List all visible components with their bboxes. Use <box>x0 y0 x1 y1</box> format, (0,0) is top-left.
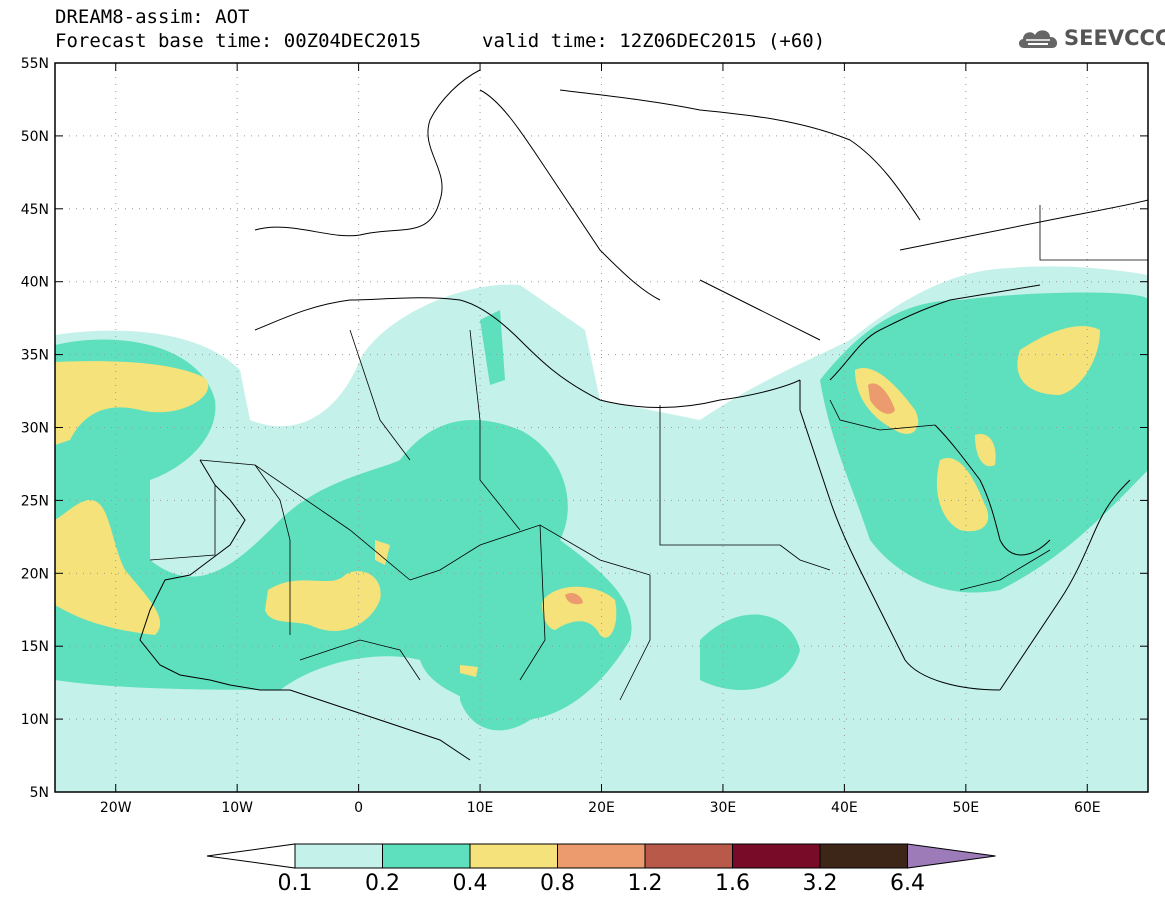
lat-tick-label: 55N <box>21 56 49 72</box>
lat-tick-label: 35N <box>21 348 49 364</box>
valid-time: valid time: 12Z06DEC2015 (+60) <box>482 30 826 52</box>
forecast-base-time: Forecast base time: 00Z04DEC2015 <box>55 30 422 52</box>
lon-tick-label: 0 <box>354 800 363 816</box>
colorbar-over-triangle <box>907 843 996 869</box>
logo-text: SEEVCCC <box>1064 26 1165 50</box>
lon-tick-label: 60E <box>1074 800 1101 816</box>
colorbar-box <box>294 843 383 869</box>
latitude-axis: 55N 50N 45N 40N 35N 30N 25N 20N 15N 10N 5N <box>21 56 1148 801</box>
lon-tick-label: 20W <box>100 800 132 816</box>
colorbar-box <box>469 843 558 869</box>
colorbar: 0.1 0.2 0.4 0.8 1.2 1.6 3.2 6.4 <box>206 843 996 896</box>
colorbar-label: 0.1 <box>278 871 313 896</box>
lat-tick-label: 45N <box>21 202 49 218</box>
lat-tick-label: 15N <box>21 639 49 655</box>
country-borders <box>149 205 1148 701</box>
colorbar-label: 3.2 <box>803 871 838 896</box>
colorbar-under-triangle <box>206 843 296 869</box>
colorbar-label: 1.2 <box>628 871 663 896</box>
lat-tick-label: 5N <box>30 785 49 801</box>
lat-tick-label: 10N <box>21 712 49 728</box>
lon-tick-label: 50E <box>952 800 979 816</box>
seevccc-logo: SEEVCCC <box>1016 22 1165 56</box>
lon-tick-label: 30E <box>710 800 737 816</box>
cloud-icon <box>1018 30 1058 48</box>
map-title: DREAM8-assim: AOT <box>55 6 250 28</box>
colorbar-box <box>557 843 646 869</box>
lon-tick-label: 10E <box>467 800 494 816</box>
longitude-axis: 20W 10W 0 10E 20E 30E 40E 50E 60E <box>100 63 1101 816</box>
colorbar-box <box>644 843 733 869</box>
colorbar-label: 6.4 <box>890 871 925 896</box>
colorbar-box <box>819 843 908 869</box>
colorbar-box <box>732 843 821 869</box>
colorbar-label: 0.2 <box>365 871 400 896</box>
colorbar-label: 0.4 <box>453 871 488 896</box>
lat-tick-label: 25N <box>21 493 49 509</box>
lat-tick-label: 40N <box>21 275 49 291</box>
colorbar-label: 1.6 <box>715 871 750 896</box>
coastlines <box>139 69 1148 761</box>
lat-tick-label: 50N <box>21 129 49 145</box>
lon-tick-label: 20E <box>588 800 615 816</box>
aot-contour-0.8 <box>565 383 895 605</box>
lon-tick-label: 10W <box>221 800 253 816</box>
lat-tick-label: 30N <box>21 421 49 437</box>
colorbar-box <box>382 843 471 869</box>
aot-field <box>55 266 1148 792</box>
colorbar-label: 0.8 <box>540 871 575 896</box>
lat-tick-label: 20N <box>21 566 49 582</box>
lon-tick-label: 40E <box>831 800 858 816</box>
